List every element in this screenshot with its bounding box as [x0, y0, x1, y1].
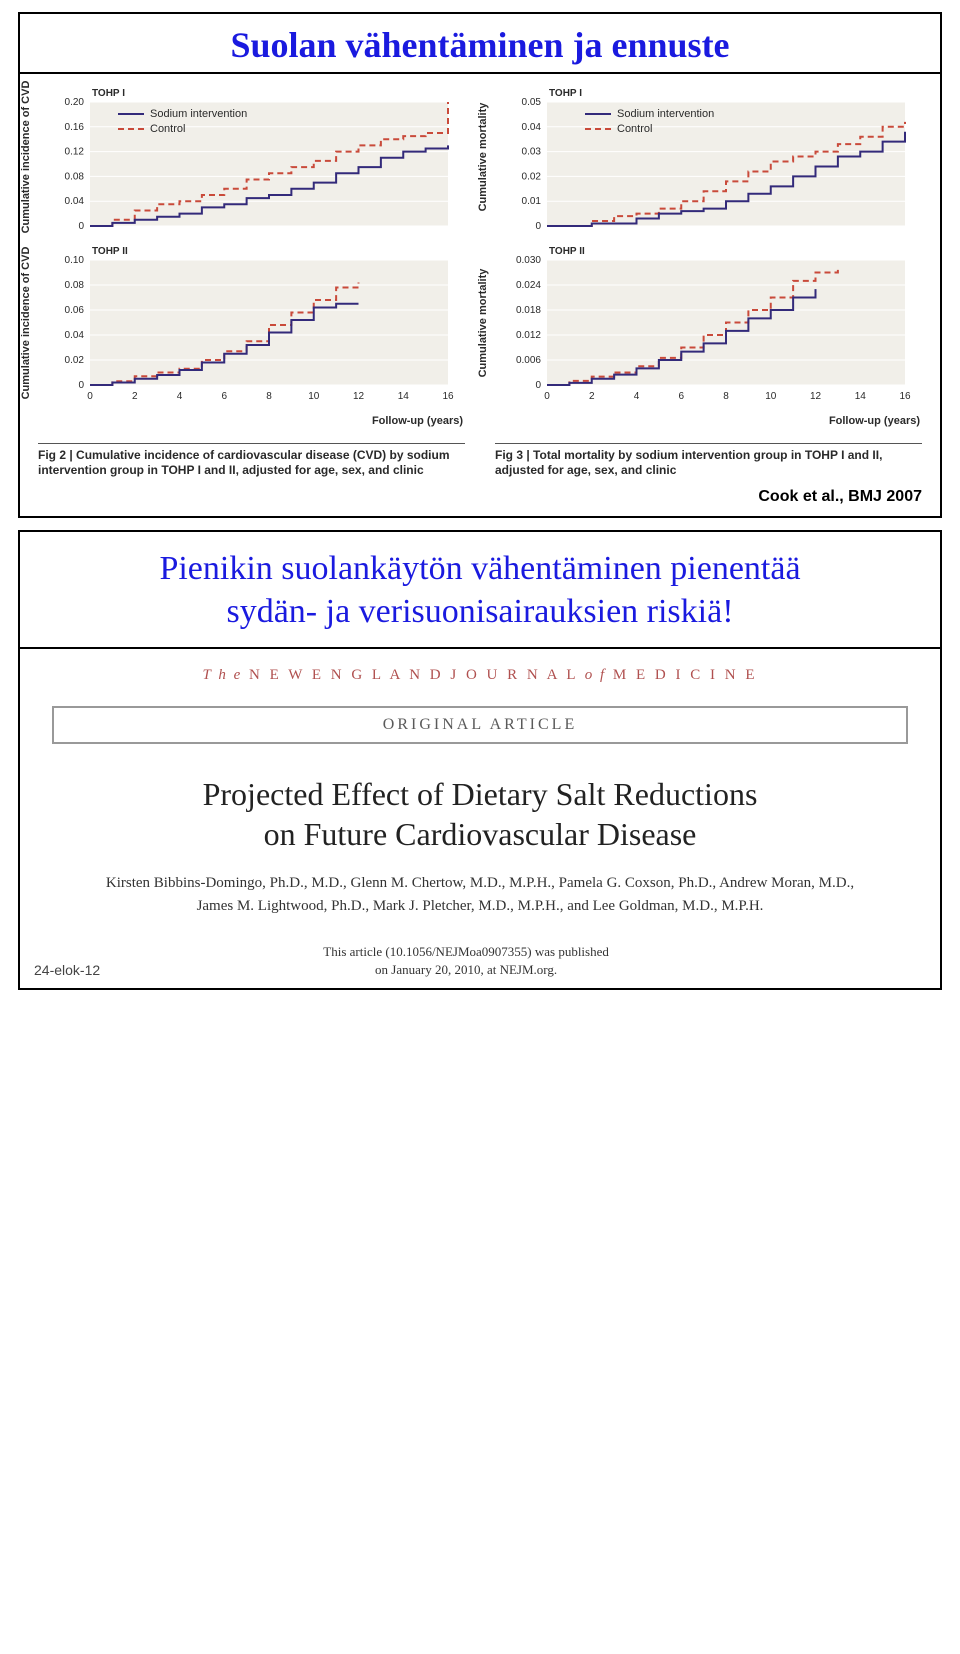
svg-text:2: 2 — [589, 391, 595, 402]
svg-text:0: 0 — [544, 391, 550, 402]
paper-title-line1: Projected Effect of Dietary Salt Reducti… — [203, 776, 758, 812]
svg-text:0.05: 0.05 — [522, 97, 542, 108]
svg-text:0.02: 0.02 — [65, 355, 85, 366]
slide2-title: Pienikin suolankäytön vähentäminen piene… — [20, 532, 940, 649]
chart-tohp2-cvd: Cumulative incidence of CVD TOHP II00.02… — [28, 240, 475, 405]
svg-text:12: 12 — [810, 391, 822, 402]
svg-text:0.01: 0.01 — [522, 196, 542, 207]
legend-control-2: Control — [617, 123, 652, 135]
svg-text:0.12: 0.12 — [65, 147, 85, 158]
ylabel-cvd-2: Cumulative incidence of CVD — [20, 246, 32, 399]
svg-text:4: 4 — [177, 391, 183, 402]
svg-text:6: 6 — [221, 391, 227, 402]
charts-area: Cumulative incidence of CVD TOHP I 0 0.04 0… — [20, 74, 940, 482]
journal-name: T h e N E W E N G L A N D J O U R N A L … — [48, 667, 912, 684]
fig3-text: Total mortality by sodium intervention g… — [495, 448, 882, 477]
svg-text:TOHP I: TOHP I — [92, 88, 125, 99]
svg-text:6: 6 — [678, 391, 684, 402]
slide1-title: Suolan vähentäminen ja ennuste — [20, 14, 940, 74]
svg-text:16: 16 — [442, 391, 454, 402]
date-stamp: 24-elok-12 — [34, 962, 100, 978]
svg-text:TOHP II: TOHP II — [549, 246, 585, 257]
svg-text:0.04: 0.04 — [65, 330, 85, 341]
svg-text:0.16: 0.16 — [65, 122, 85, 133]
xaxis-label-left: Follow-up (years) — [28, 415, 475, 427]
authors: Kirsten Bibbins-Domingo, Ph.D., M.D., Gl… — [88, 872, 872, 917]
paper-title: Projected Effect of Dietary Salt Reducti… — [58, 774, 902, 854]
svg-text:10: 10 — [765, 391, 777, 402]
svg-text:0: 0 — [78, 380, 84, 391]
svg-text:0: 0 — [87, 391, 93, 402]
svg-text:0.02: 0.02 — [522, 171, 542, 182]
svg-text:0: 0 — [535, 380, 541, 391]
legend-control: Control — [150, 123, 185, 135]
svg-text:0.20: 0.20 — [65, 97, 85, 108]
svg-text:0.04: 0.04 — [65, 196, 85, 207]
fig3-caption: Fig 3 | Total mortality by sodium interv… — [495, 443, 922, 478]
slide2-title-line2: sydän- ja verisuonisairauksien riskiä! — [226, 593, 733, 630]
fig2-caption: Fig 2 | Cumulative incidence of cardiova… — [38, 443, 465, 478]
slide2-title-line1: Pienikin suolankäytön vähentäminen piene… — [159, 550, 800, 587]
svg-text:TOHP I: TOHP I — [549, 88, 582, 99]
fig3-lead: Fig 3 | — [495, 448, 530, 462]
citation: Cook et al., BMJ 2007 — [20, 482, 940, 516]
svg-text:8: 8 — [266, 391, 272, 402]
slide2-footer: 24-elok-12 This article (10.1056/NEJMoa0… — [20, 939, 940, 988]
right-chart-column: Cumulative mortality TOHP I00.010.020.03… — [485, 82, 932, 482]
ylabel-cvd-1: Cumulative incidence of CVD — [20, 81, 32, 234]
svg-text:0.006: 0.006 — [516, 355, 541, 366]
chart-tohp1-mort: Cumulative mortality TOHP I00.010.020.03… — [485, 82, 932, 232]
svg-text:0.012: 0.012 — [516, 330, 541, 341]
svg-text:14: 14 — [398, 391, 410, 402]
paper-title-line2: on Future Cardiovascular Disease — [264, 816, 697, 852]
svg-text:2: 2 — [132, 391, 138, 402]
svg-text:0.03: 0.03 — [522, 147, 542, 158]
svg-text:8: 8 — [723, 391, 729, 402]
svg-text:0.06: 0.06 — [65, 305, 85, 316]
svg-text:0.04: 0.04 — [522, 122, 542, 133]
svg-text:0: 0 — [78, 221, 84, 232]
svg-text:0.08: 0.08 — [65, 280, 85, 291]
svg-text:16: 16 — [899, 391, 911, 402]
chart-tohp1-cvd: Cumulative incidence of CVD TOHP I00.040… — [28, 82, 475, 232]
original-article-box: ORIGINAL ARTICLE — [52, 706, 908, 744]
svg-text:4: 4 — [634, 391, 640, 402]
chart-tohp2-mort: Cumulative mortality TOHP II00.0060.0120… — [485, 240, 932, 405]
svg-text:12: 12 — [353, 391, 365, 402]
slide-2: Pienikin suolankäytön vähentäminen piene… — [18, 530, 942, 990]
ylabel-mort-1: Cumulative mortality — [477, 103, 489, 212]
svg-text:0.10: 0.10 — [65, 255, 85, 266]
svg-text:0.030: 0.030 — [516, 255, 541, 266]
legend-tohp1-mort: Sodium intervention Control — [585, 108, 714, 138]
slide-1: Suolan vähentäminen ja ennuste Cumulativ… — [18, 12, 942, 518]
svg-text:0.024: 0.024 — [516, 280, 541, 291]
xaxis-label-right: Follow-up (years) — [485, 415, 932, 427]
svg-text:0: 0 — [535, 221, 541, 232]
fig2-lead: Fig 2 | — [38, 448, 73, 462]
nejm-wrap: T h e N E W E N G L A N D J O U R N A L … — [20, 649, 940, 939]
svg-text:0.018: 0.018 — [516, 305, 541, 316]
svg-text:TOHP II: TOHP II — [92, 246, 128, 257]
pub-note: This article (10.1056/NEJMoa0907355) was… — [316, 943, 616, 978]
svg-text:14: 14 — [855, 391, 867, 402]
left-chart-column: Cumulative incidence of CVD TOHP I00.040… — [28, 82, 475, 482]
legend-tohp1-cvd: Sodium intervention Control — [118, 108, 247, 138]
legend-intervention-2: Sodium intervention — [617, 108, 714, 120]
svg-text:0.08: 0.08 — [65, 171, 85, 182]
svg-text:10: 10 — [308, 391, 320, 402]
legend-intervention: Sodium intervention — [150, 108, 247, 120]
ylabel-mort-2: Cumulative mortality — [477, 268, 489, 377]
fig2-text: Cumulative incidence of cardiovascular d… — [38, 448, 450, 477]
